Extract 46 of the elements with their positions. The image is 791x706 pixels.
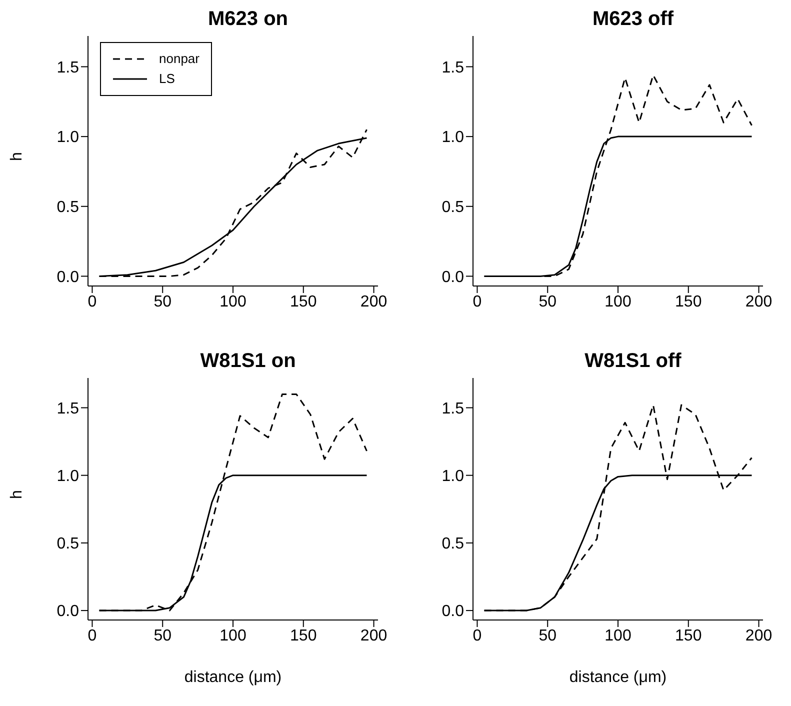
x-tick-label: 200 <box>745 293 772 310</box>
y-tick-label: 0.0 <box>442 268 464 286</box>
x-axis-title: distance (μm) <box>184 669 282 686</box>
y-tick-label: 1.5 <box>56 59 80 76</box>
x-tick-label: 100 <box>604 627 632 644</box>
y-tick-label: 1.5 <box>442 59 464 76</box>
legend-label: nonpar <box>159 50 200 68</box>
x-tick-label: 50 <box>154 627 172 644</box>
y-tick-label: 0.0 <box>56 268 80 286</box>
y-tick-label: 1.0 <box>442 468 464 486</box>
x-tick-label: 200 <box>360 627 388 644</box>
y-tick-label: 0.0 <box>442 603 464 620</box>
x-tick-label: 200 <box>745 627 772 644</box>
x-tick-label: 150 <box>675 293 702 310</box>
x-tick-label: 0 <box>472 293 482 310</box>
x-tick-label: 0 <box>472 627 482 644</box>
x-tick-label: 0 <box>88 627 97 644</box>
y-axis-title: h <box>8 490 26 499</box>
x-tick-label: 0 <box>88 293 97 310</box>
x-tick-label: 50 <box>538 627 557 644</box>
y-tick-label: 0.5 <box>56 536 80 553</box>
y-tick-label: 1.5 <box>56 400 80 418</box>
x-tick-label: 100 <box>220 293 246 310</box>
y-tick-label: 1.0 <box>442 129 464 146</box>
chart-title: M623 on <box>206 8 290 32</box>
x-tick-label: 50 <box>154 293 172 310</box>
y-tick-label: 0.5 <box>442 199 464 216</box>
chart-title: W81S1 on <box>199 350 297 374</box>
y-tick-label: 0.0 <box>56 603 80 620</box>
y-tick-label: 1.5 <box>442 400 464 418</box>
x-tick-label: 150 <box>675 627 702 644</box>
x-tick-label: 50 <box>538 293 557 310</box>
y-axis-title: h <box>8 152 26 161</box>
y-tick-label: 0.5 <box>442 536 464 553</box>
chart-title: M623 off <box>591 8 675 32</box>
legend-label: LS <box>159 70 175 88</box>
x-tick-label: 150 <box>290 627 317 644</box>
x-axis-title: distance (μm) <box>569 669 667 686</box>
x-tick-label: 100 <box>604 293 632 310</box>
x-tick-label: 100 <box>220 627 246 644</box>
x-tick-label: 200 <box>360 293 388 310</box>
y-tick-label: 0.5 <box>56 199 80 216</box>
y-tick-label: 1.0 <box>56 129 80 146</box>
y-tick-label: 1.0 <box>56 468 80 486</box>
chart-title: W81S1 off <box>584 350 682 374</box>
x-tick-label: 150 <box>290 293 317 310</box>
